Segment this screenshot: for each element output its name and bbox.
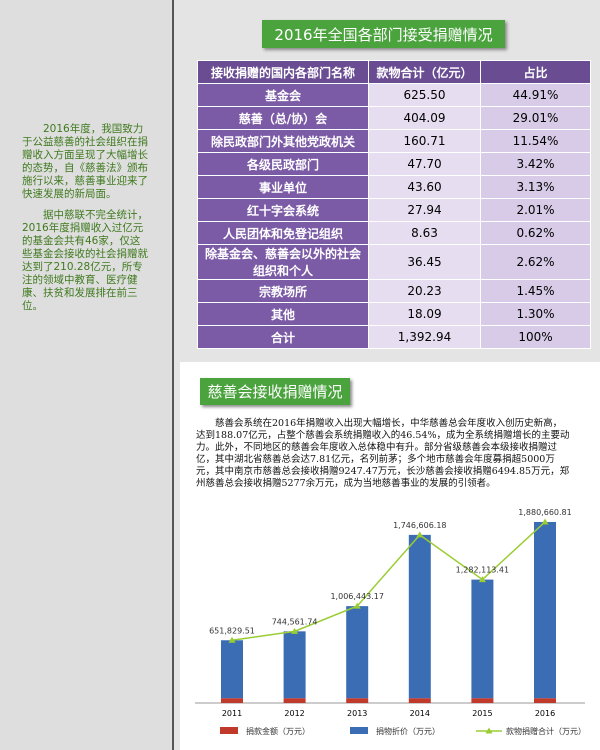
sidebar-paragraph: 2016年度，我国致力于公益慈善的社会组织在捐赠收入方面呈现了大幅增长的态势，自…: [22, 123, 148, 200]
table-title: 2016年全国各部门接受捐赠情况: [262, 20, 505, 48]
table-row: 事业单位 43.60 3.13%: [197, 175, 591, 199]
data-label: 744,561.74: [272, 617, 318, 626]
table: 接收捐赠的国内各部门名称 款物合计（亿元） 占比 基金会 625.50 44.91% 慈善（…: [197, 60, 591, 349]
table-header: 接收捐赠的国内各部门名称 款物合计（亿元） 占比: [197, 60, 591, 84]
marker: [353, 602, 361, 609]
table-row: 合计 1,392.94 100%: [197, 325, 591, 349]
table-row: 人民团体和免登记组织 8.63 0.62%: [197, 221, 591, 245]
marker: [228, 636, 236, 643]
table-cell: 宗教场所: [197, 279, 369, 303]
table-cell: 47.70: [368, 152, 481, 176]
table-cell: 160.71: [368, 129, 481, 153]
table-cell: 2.01%: [480, 198, 591, 222]
marker: [478, 576, 486, 583]
x-tick-label: 2015: [472, 709, 492, 718]
table-cell: 红十字会系统: [197, 198, 369, 222]
line: [231, 521, 546, 642]
marker: [416, 531, 424, 538]
bar: [221, 640, 243, 699]
data-label: 1,006,443.17: [330, 592, 383, 601]
data-label: 651,829.51: [209, 626, 255, 635]
table-cell: 占比: [480, 60, 591, 84]
table-cell: 44.91%: [480, 83, 591, 107]
table-cell: 36.45: [368, 244, 481, 280]
table-cell: 接收捐赠的国内各部门名称: [197, 60, 369, 84]
data-label: 1,282,113.41: [456, 566, 509, 575]
bar: [408, 698, 431, 703]
section-title: 慈善会接收捐赠情况: [200, 378, 350, 405]
table-cell: 人民团体和免登记组织: [197, 221, 369, 245]
table-row: 除基金会、慈善会以外的社会组织和个人 36.45 2.62%: [197, 244, 591, 280]
table-row: 各级民政部门 47.70 3.42%: [197, 152, 591, 176]
legend-swatch: [350, 727, 368, 734]
table-cell: 1,392.94: [368, 325, 481, 349]
table-cell: 0.62%: [480, 221, 591, 245]
table-cell: 1.30%: [480, 302, 591, 326]
bar: [534, 521, 556, 699]
x-tick-label: 2014: [410, 709, 430, 718]
table-cell: 款物合计（亿元）: [368, 60, 481, 84]
section-text: 慈善会系统在2016年捐赠收入出现大幅增长，中华慈善总会年度收入创历史新高，达到…: [196, 418, 570, 489]
marker: [541, 518, 549, 525]
table-cell: 11.54%: [480, 129, 591, 153]
bar: [408, 534, 431, 699]
sidebar-paragraph: 据中慈联不完全统计，2016年度捐赠收入过亿元的基金会共有46家，仅这些基金会接…: [22, 209, 148, 312]
table-cell: 20.23: [368, 279, 481, 303]
legend-label: 捐款金额（万元）: [246, 726, 310, 736]
table-cell: 404.09: [368, 106, 481, 130]
bar: [471, 579, 494, 699]
table-row: 宗教场所 20.23 1.45%: [197, 279, 591, 303]
bar: [221, 698, 243, 703]
bar: [346, 606, 369, 699]
table-cell: 625.50: [368, 83, 481, 107]
table-row: 红十字会系统 27.94 2.01%: [197, 198, 591, 222]
table-cell: 除民政部门外其他党政机关: [197, 129, 369, 153]
legend-marker: [485, 727, 493, 734]
bar: [534, 698, 556, 703]
bar: [346, 698, 369, 703]
table-cell: 合计: [197, 325, 369, 349]
table-row: 其他 18.09 1.30%: [197, 302, 591, 326]
table-cell: 18.09: [368, 302, 481, 326]
table-cell: 27.94: [368, 198, 481, 222]
legend-swatch: [220, 727, 238, 734]
bar: [283, 631, 306, 699]
x-tick-label: 2012: [284, 709, 304, 718]
table-cell: 3.42%: [480, 152, 591, 176]
table-cell: 100%: [480, 325, 591, 349]
table-cell: 8.63: [368, 221, 481, 245]
table-cell: 各级民政部门: [197, 152, 369, 176]
table-row: 慈善（总/协）会 404.09 29.01%: [197, 106, 591, 130]
table-cell: 除基金会、慈善会以外的社会组织和个人: [197, 244, 369, 280]
table-cell: 事业单位: [197, 175, 369, 199]
table-cell: 1.45%: [480, 279, 591, 303]
sidebar: 2016年度，我国致力于公益慈善的社会组织在捐赠收入方面呈现了大幅增长的态势，自…: [0, 0, 174, 750]
table-cell: 3.13%: [480, 175, 591, 199]
data-label: 1,880,660.81: [518, 508, 571, 517]
bar: [471, 698, 494, 703]
chart: 2011 2012 2013 2014 2015 2016 651,829.51 744,56…: [195, 508, 586, 736]
table-cell: 43.60: [368, 175, 481, 199]
table-row: 除民政部门外其他党政机关 160.71 11.54%: [197, 129, 591, 153]
data-label: 1,746,606.18: [393, 521, 446, 530]
table-cell: 基金会: [197, 83, 369, 107]
x-tick-label: 2016: [535, 709, 555, 718]
bar: [283, 698, 306, 703]
table-row: 基金会 625.50 44.91%: [197, 83, 591, 107]
table-cell: 慈善（总/协）会: [197, 106, 369, 130]
legend-label: 捐物折价（万元）: [376, 726, 440, 736]
marker: [291, 627, 299, 634]
table-cell: 2.62%: [480, 244, 591, 280]
legend-label: 款物捐赠合计（万元）: [506, 726, 586, 736]
lower-panel: [180, 362, 600, 750]
x-tick-label: 2013: [347, 709, 367, 718]
table-cell: 其他: [197, 302, 369, 326]
x-tick-label: 2011: [222, 709, 242, 718]
table-cell: 29.01%: [480, 106, 591, 130]
